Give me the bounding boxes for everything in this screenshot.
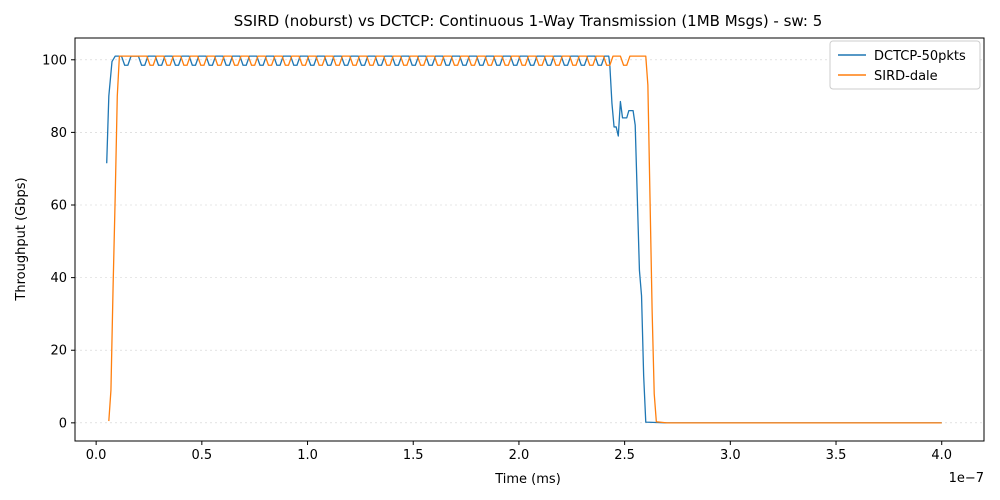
x-tick-label: 1.5 bbox=[403, 448, 424, 463]
x-tick-label: 3.5 bbox=[826, 448, 847, 463]
y-tick-label: 0 bbox=[59, 416, 67, 431]
y-axis-ticks: 0 20 40 60 80 100 bbox=[42, 53, 75, 431]
x-axis-ticks: 0.0 0.5 1.0 1.5 2.0 2.5 3.0 3.5 4.0 bbox=[86, 441, 952, 463]
x-axis-label: Time (ms) bbox=[494, 472, 561, 487]
y-axis-label: Throughput (Gbps) bbox=[14, 177, 29, 301]
legend-label-dctcp: DCTCP-50pkts bbox=[874, 49, 966, 64]
chart-title: SSIRD (noburst) vs DCTCP: Continuous 1-W… bbox=[234, 12, 823, 30]
y-tick-label: 60 bbox=[50, 199, 67, 214]
legend: DCTCP-50pkts SIRD-dale bbox=[829, 40, 981, 90]
y-tick-label: 100 bbox=[42, 53, 67, 68]
x-tick-label: 2.5 bbox=[614, 448, 635, 463]
x-tick-label: 4.0 bbox=[931, 448, 952, 463]
series-layer bbox=[106, 55, 942, 424]
grid-layer bbox=[75, 59, 984, 424]
x-tick-label: 0.5 bbox=[191, 448, 212, 463]
legend-label-sird: SIRD-dale bbox=[874, 69, 938, 84]
plot-area-frame bbox=[74, 37, 985, 442]
x-axis-offset-label: 1e−7 bbox=[949, 471, 984, 486]
legend-box bbox=[829, 40, 981, 90]
x-tick-label: 3.0 bbox=[720, 448, 741, 463]
y-tick-label: 20 bbox=[50, 344, 67, 359]
series-line-dctcp-50pkts bbox=[106, 55, 942, 424]
x-tick-label: 2.0 bbox=[509, 448, 530, 463]
y-tick-label: 80 bbox=[50, 126, 67, 141]
x-tick-label: 1.0 bbox=[297, 448, 318, 463]
x-tick-label: 0.0 bbox=[86, 448, 107, 463]
y-tick-label: 40 bbox=[50, 271, 67, 286]
series-line-sird-dale bbox=[108, 55, 942, 424]
